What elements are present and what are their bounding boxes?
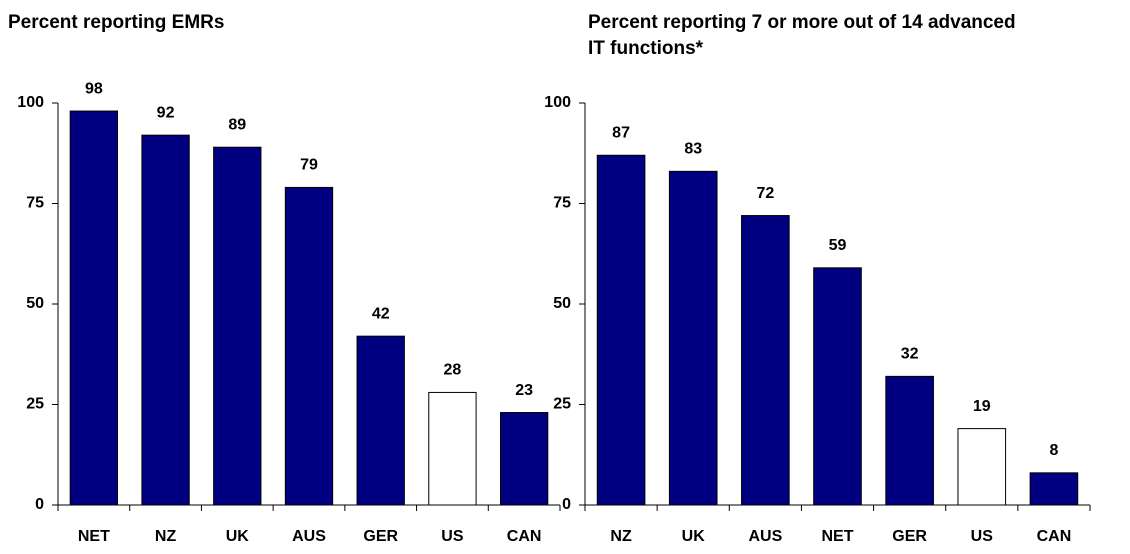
data-label: 89 bbox=[228, 116, 246, 133]
data-label: 23 bbox=[515, 382, 533, 399]
x-tick-label: NZ bbox=[610, 528, 632, 545]
bar bbox=[356, 335, 405, 506]
x-tick-label: GER bbox=[892, 528, 927, 545]
data-label: 92 bbox=[157, 104, 175, 121]
bar bbox=[284, 186, 334, 506]
x-tick-label: NET bbox=[822, 528, 854, 545]
bar bbox=[741, 215, 790, 506]
y-tick-label: 75 bbox=[553, 195, 571, 212]
x-tick-label: UK bbox=[682, 528, 706, 545]
x-tick-label: AUS bbox=[748, 528, 782, 545]
bar bbox=[596, 154, 646, 506]
bar bbox=[957, 428, 1007, 506]
data-label: 28 bbox=[444, 362, 462, 379]
data-label: 72 bbox=[756, 185, 774, 202]
x-tick-label: NZ bbox=[155, 528, 177, 545]
x-tick-label: CAN bbox=[507, 528, 542, 545]
data-label: 83 bbox=[684, 141, 702, 158]
x-tick-label: AUS bbox=[292, 528, 326, 545]
bar bbox=[1029, 472, 1079, 506]
y-tick-label: 50 bbox=[26, 295, 44, 312]
y-tick-label: 75 bbox=[26, 195, 44, 212]
data-label: 87 bbox=[612, 124, 630, 141]
bar bbox=[213, 146, 262, 506]
bar bbox=[428, 391, 477, 506]
x-tick-label: NET bbox=[78, 528, 110, 545]
y-tick-label: 50 bbox=[553, 295, 571, 312]
y-tick-label: 100 bbox=[544, 94, 571, 111]
y-tick-label: 0 bbox=[562, 496, 571, 513]
chart-title: Percent reporting 7 or more out of 14 ad… bbox=[588, 12, 1016, 59]
x-tick-label: UK bbox=[226, 528, 250, 545]
data-label: 59 bbox=[829, 237, 847, 254]
y-tick-label: 100 bbox=[17, 94, 44, 111]
data-label: 19 bbox=[973, 398, 991, 415]
x-tick-label: US bbox=[441, 528, 464, 545]
chart-title: Percent reporting EMRs bbox=[8, 12, 225, 33]
data-label: 79 bbox=[300, 157, 318, 174]
x-tick-label: GER bbox=[363, 528, 398, 545]
data-label: 32 bbox=[901, 346, 919, 363]
y-tick-label: 0 bbox=[35, 496, 44, 513]
bar bbox=[499, 412, 549, 506]
bar bbox=[141, 134, 190, 506]
bar bbox=[668, 170, 718, 506]
bar bbox=[885, 375, 934, 506]
data-label: 98 bbox=[85, 80, 103, 97]
data-label: 42 bbox=[372, 305, 390, 322]
y-tick-label: 25 bbox=[26, 396, 44, 413]
x-tick-label: CAN bbox=[1037, 528, 1072, 545]
x-tick-label: US bbox=[971, 528, 994, 545]
bar bbox=[813, 267, 862, 506]
data-label: 8 bbox=[1049, 442, 1058, 459]
bar bbox=[69, 110, 119, 506]
y-tick-label: 25 bbox=[553, 396, 571, 413]
